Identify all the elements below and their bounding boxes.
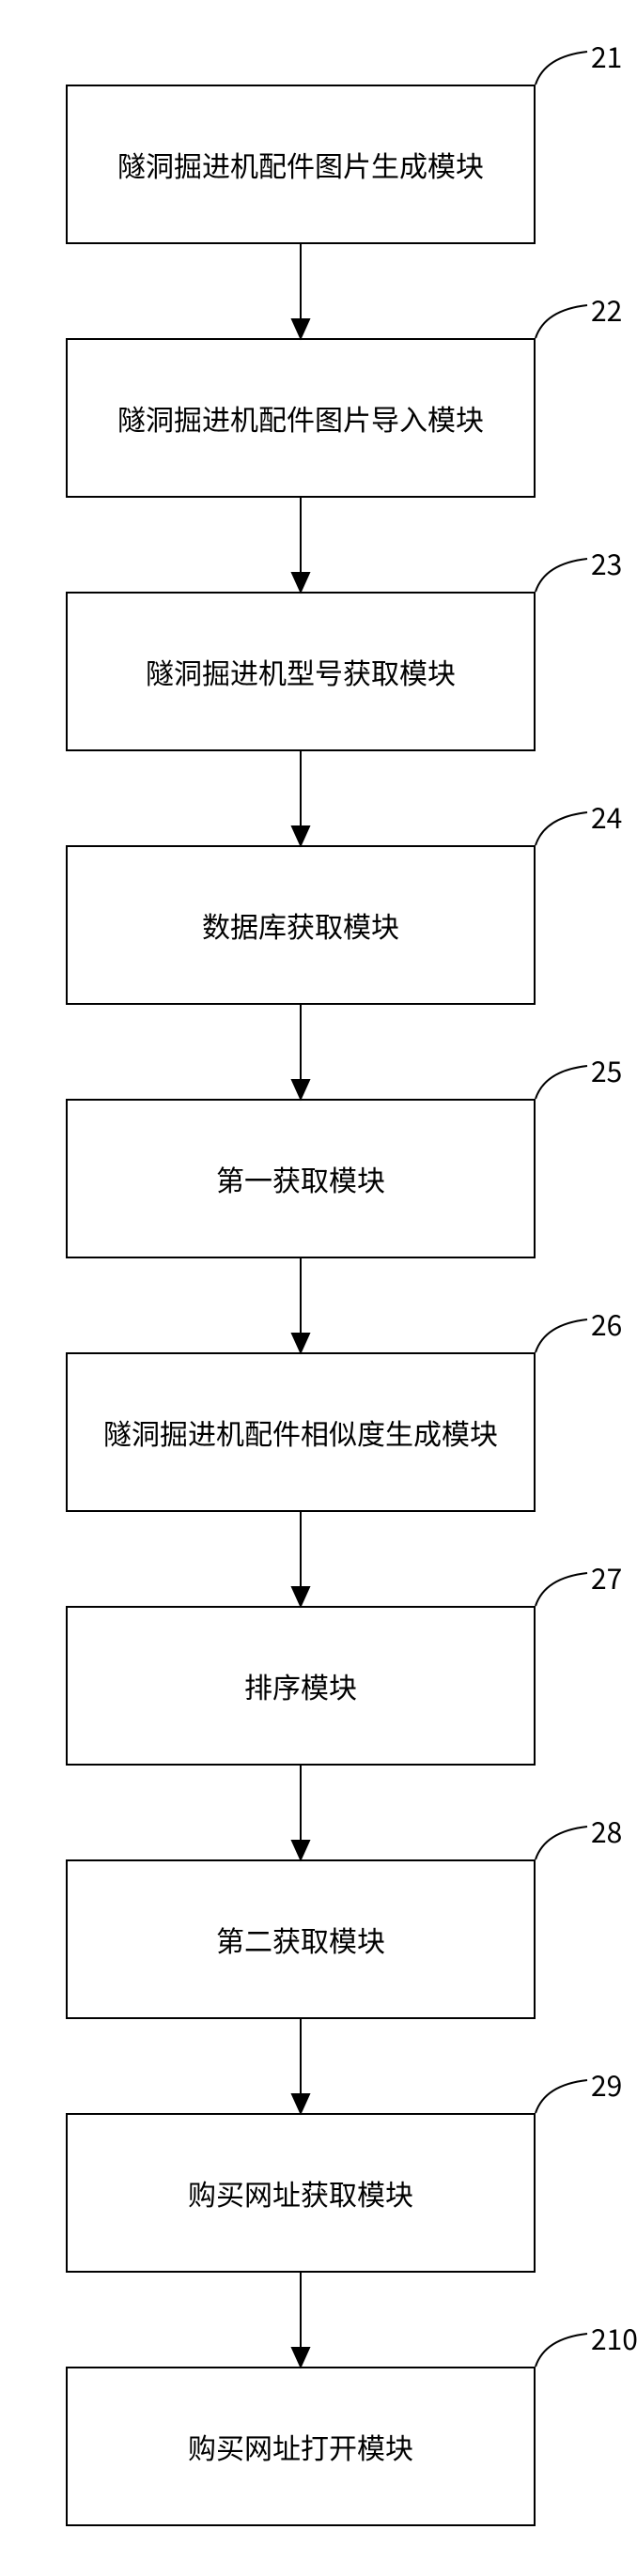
flowchart-canvas: 隧洞掘进机配件图片生成模块21隧洞掘进机配件图片导入模块22隧洞掘进机型号获取模… <box>0 0 637 2576</box>
flow-arrow <box>0 0 637 2576</box>
